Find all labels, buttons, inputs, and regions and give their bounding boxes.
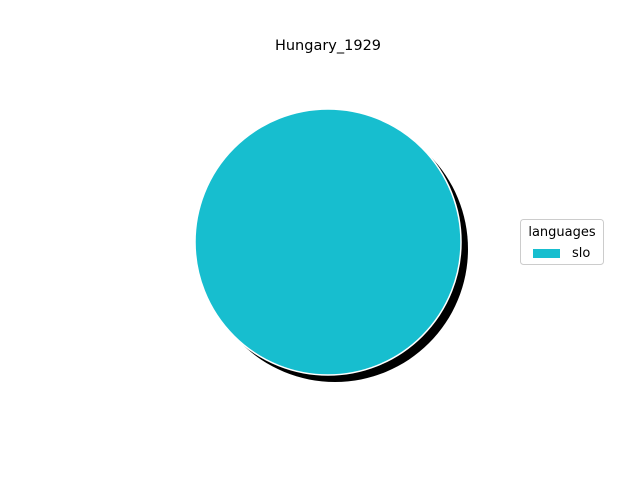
legend-entries: slo [533,246,590,261]
legend-swatch-slo [533,249,560,258]
chart-title: Hungary_1929 [275,38,381,54]
legend: languages slo [520,219,604,265]
pie-slice-slo [194,108,462,376]
legend-label-slo: slo [572,246,590,261]
legend-title: languages [528,225,596,240]
pie-plot-area [194,108,468,382]
